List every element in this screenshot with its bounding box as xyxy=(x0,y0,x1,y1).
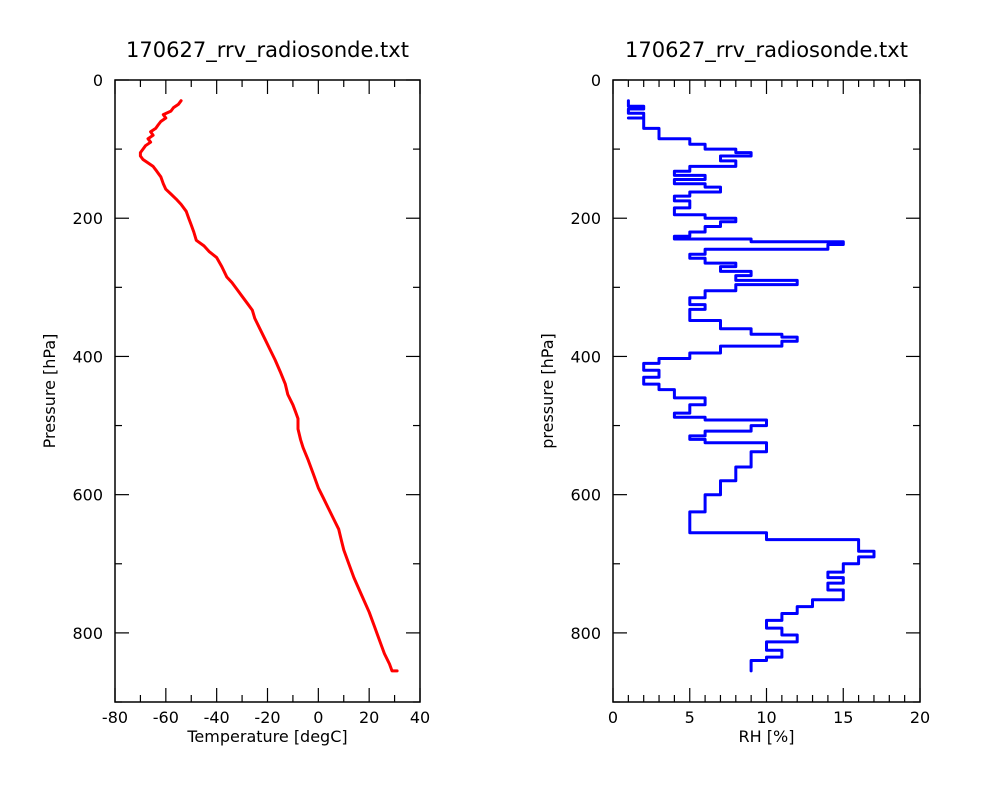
y-tick-label: 0 xyxy=(93,71,103,90)
x-tick-label: 0 xyxy=(608,708,618,727)
y-tick-label: 200 xyxy=(72,209,103,228)
x-tick-label: -20 xyxy=(254,708,280,727)
y-tick-label: 600 xyxy=(570,486,601,505)
x-tick-label: 40 xyxy=(410,708,430,727)
y-tick-label: 200 xyxy=(570,209,601,228)
x-tick-label: 20 xyxy=(359,708,379,727)
y-tick-label: 0 xyxy=(591,71,601,90)
x-tick-label: -40 xyxy=(204,708,230,727)
y-tick-label: 400 xyxy=(72,347,103,366)
x-tick-label: 0 xyxy=(313,708,323,727)
y-tick-label: 400 xyxy=(570,347,601,366)
y-axis-label: pressure [hPa] xyxy=(538,333,557,449)
x-tick-label: -80 xyxy=(102,708,128,727)
x-tick-label: 15 xyxy=(833,708,853,727)
y-tick-label: 800 xyxy=(72,624,103,643)
x-axis-label: Temperature [degC] xyxy=(186,727,347,746)
y-tick-label: 800 xyxy=(570,624,601,643)
chart-title: 170627_rrv_radiosonde.txt xyxy=(126,38,409,63)
y-tick-label: 600 xyxy=(72,486,103,505)
chart-title: 170627_rrv_radiosonde.txt xyxy=(625,38,908,63)
y-axis-label: Pressure [hPa] xyxy=(40,334,59,449)
series-line xyxy=(138,99,399,673)
chart-panel-1: 170627_rrv_radiosonde.txt -80 -60 -40 -20 0 20… xyxy=(40,38,430,746)
x-tick-label: 10 xyxy=(756,708,776,727)
x-axis-label: RH [%] xyxy=(739,727,795,746)
x-tick-label: 5 xyxy=(685,708,695,727)
series-line xyxy=(626,99,876,673)
plot-frame xyxy=(114,79,421,703)
x-tick-label: 20 xyxy=(910,708,930,727)
x-tick-label: -60 xyxy=(153,708,179,727)
